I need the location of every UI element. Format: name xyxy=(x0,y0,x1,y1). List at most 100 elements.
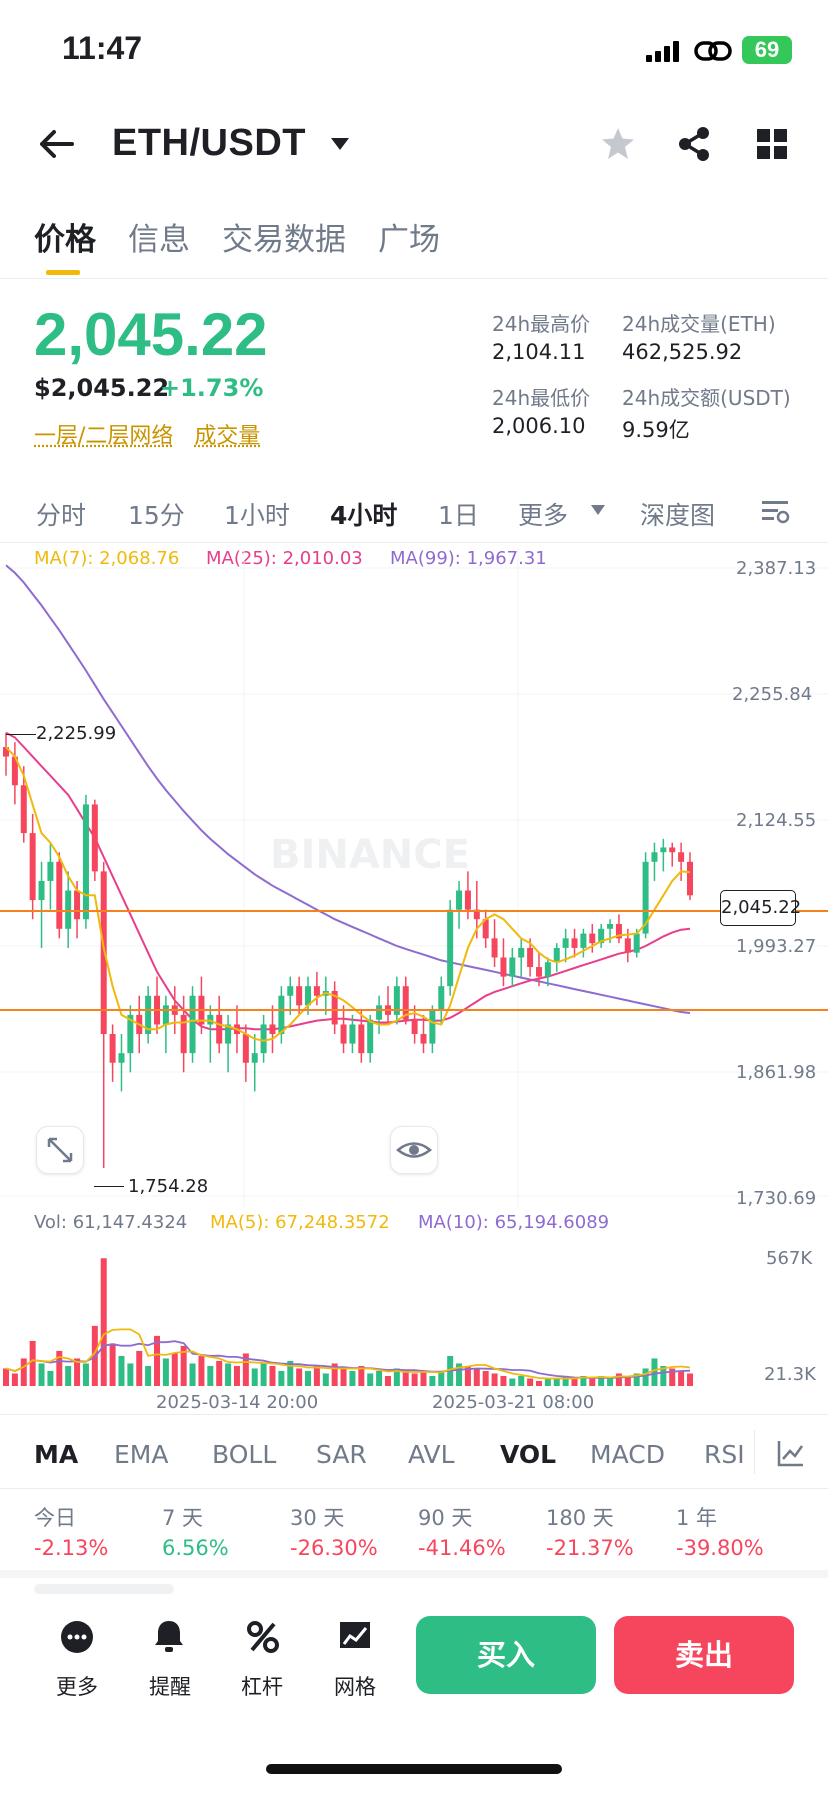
ma25-line xyxy=(5,731,691,1031)
volume-bar xyxy=(109,1343,116,1386)
interval-1h[interactable]: 1小时 xyxy=(224,501,290,530)
candle-body xyxy=(242,1034,249,1063)
volume-bar xyxy=(553,1378,560,1386)
divider xyxy=(0,1414,828,1415)
volume-bar xyxy=(180,1345,187,1386)
candle-body xyxy=(367,1019,374,1054)
low-marker-line xyxy=(94,1186,124,1187)
vol-usdt-label: 24h成交额(USDT) xyxy=(622,386,791,410)
volume-bar xyxy=(580,1375,587,1386)
tab-info[interactable]: 信息 xyxy=(128,222,190,258)
volume-bar xyxy=(29,1340,36,1386)
volume-bar xyxy=(251,1368,258,1386)
candle-body xyxy=(11,756,18,786)
volume-bar xyxy=(509,1378,516,1386)
candlestick-chart[interactable]: BINANCE xyxy=(0,548,828,1208)
more-label[interactable]: 更多 xyxy=(56,1675,98,1699)
volume-bar xyxy=(207,1365,214,1386)
volume-bar xyxy=(615,1373,622,1386)
volume-bar xyxy=(260,1363,267,1386)
usd-price: $2,045.22 xyxy=(34,374,170,402)
divider xyxy=(0,1488,828,1489)
volume-chart[interactable] xyxy=(0,1236,828,1388)
indicator-avl[interactable]: AVL xyxy=(408,1440,455,1469)
period-value: 6.56% xyxy=(162,1536,229,1560)
grid-icon[interactable] xyxy=(756,128,788,160)
volume-bar xyxy=(500,1375,507,1386)
indicator-ema[interactable]: EMA xyxy=(114,1440,169,1469)
grid-trading-icon[interactable] xyxy=(338,1620,372,1654)
indicator-rsi[interactable]: RSI xyxy=(704,1440,745,1469)
indicator-macd[interactable]: MACD xyxy=(590,1440,665,1469)
interval-time[interactable]: 分时 xyxy=(36,501,87,530)
volume-bar xyxy=(456,1363,463,1386)
ma99-legend: MA(99): 1,967.31 xyxy=(390,548,547,569)
volume-bar xyxy=(527,1378,534,1386)
period-value: -26.30% xyxy=(290,1536,378,1560)
volume-bar xyxy=(544,1378,551,1386)
volume-bar xyxy=(296,1368,303,1386)
candle-body xyxy=(544,962,551,977)
ma25-legend: MA(25): 2,010.03 xyxy=(206,548,363,569)
interval-4h[interactable]: 4小时 xyxy=(330,501,398,530)
candle-body xyxy=(456,890,463,910)
more-caret-icon[interactable] xyxy=(590,504,606,516)
volume-bar xyxy=(65,1365,72,1386)
candle-body xyxy=(340,1024,347,1044)
interval-more[interactable]: 更多 xyxy=(518,501,569,530)
candle-body xyxy=(464,890,471,910)
tab-trade-data[interactable]: 交易数据 xyxy=(222,222,346,258)
volume-bar xyxy=(100,1258,107,1386)
tab-square[interactable]: 广场 xyxy=(378,222,440,258)
back-arrow-icon[interactable] xyxy=(36,128,76,160)
leverage-icon[interactable] xyxy=(246,1620,280,1654)
volume-bar xyxy=(420,1370,427,1386)
visibility-button[interactable] xyxy=(390,1126,438,1174)
indicator-ma[interactable]: MA xyxy=(34,1440,79,1469)
more-icon[interactable] xyxy=(60,1620,94,1654)
network-label[interactable]: 一层/二层网络 xyxy=(34,424,174,449)
volume-bar xyxy=(269,1365,276,1386)
volume-bar xyxy=(367,1373,374,1386)
share-icon[interactable] xyxy=(676,126,712,162)
indicator-settings-icon[interactable] xyxy=(776,1438,806,1468)
indicator-boll[interactable]: BOLL xyxy=(212,1440,277,1469)
bell-icon[interactable] xyxy=(152,1618,186,1654)
buy-button[interactable]: 买入 xyxy=(416,1616,596,1694)
candle-body xyxy=(411,1019,418,1035)
star-icon[interactable] xyxy=(600,126,636,162)
fullscreen-button[interactable] xyxy=(36,1126,84,1174)
tab-price[interactable]: 价格 xyxy=(34,222,96,258)
volume-bar xyxy=(189,1363,196,1386)
y-axis-label: 2,255.84 xyxy=(732,684,813,705)
candle-body xyxy=(376,1005,383,1020)
volume-bar xyxy=(678,1370,685,1386)
home-indicator[interactable] xyxy=(266,1764,562,1774)
depth-chart-tab[interactable]: 深度图 xyxy=(640,501,716,530)
candle-body xyxy=(509,957,516,977)
alert-label[interactable]: 提醒 xyxy=(149,1675,191,1699)
candle-body xyxy=(518,947,525,958)
ma7-line xyxy=(5,746,691,1042)
volume-bar xyxy=(331,1363,338,1386)
interval-1d[interactable]: 1日 xyxy=(438,501,479,530)
volume-bar xyxy=(598,1375,605,1386)
interval-15m[interactable]: 15分 xyxy=(128,501,185,530)
caret-down-icon[interactable] xyxy=(330,137,350,151)
indicator-vol[interactable]: VOL xyxy=(500,1440,557,1469)
grid-label[interactable]: 网格 xyxy=(334,1675,376,1699)
leverage-label[interactable]: 杠杆 xyxy=(241,1675,283,1699)
indicator-sar[interactable]: SAR xyxy=(316,1440,367,1469)
period-label: 180 天 xyxy=(546,1506,614,1530)
chart-settings-icon[interactable] xyxy=(760,496,790,526)
sell-button[interactable]: 卖出 xyxy=(614,1616,794,1694)
y-axis-label: 2,387.13 xyxy=(736,558,817,579)
volume-tag[interactable]: 成交量 xyxy=(194,424,261,449)
volume-bar xyxy=(562,1375,569,1386)
volume-bar xyxy=(624,1375,631,1386)
high-label: 24h最高价 xyxy=(492,312,591,336)
candle-body xyxy=(20,785,27,834)
current-price-tag[interactable]: 2,045.22 xyxy=(720,890,801,926)
vol-ma5-legend: MA(5): 67,248.3572 xyxy=(210,1212,390,1233)
pair-title[interactable]: ETH/USDT xyxy=(112,122,306,164)
